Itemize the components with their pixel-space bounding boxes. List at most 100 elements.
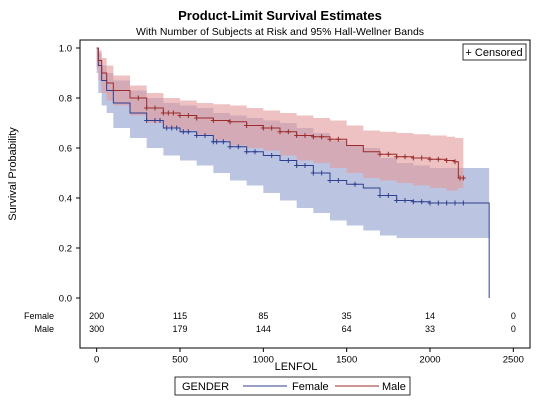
censor-mark-male [210,118,216,123]
x-tick-label: 1500 [336,354,357,365]
censor-mark-female [419,199,425,205]
at-risk-count: 0 [511,324,516,334]
x-tick-label: 1000 [253,354,274,365]
y-tick-label: 0.0 [59,294,72,305]
censor-mark-male [435,156,441,162]
legend-label-female: Female [292,381,329,393]
censor-mark-female [174,125,180,131]
censor-mark-female [220,139,226,145]
at-risk-count: 0 [511,311,516,321]
censor-mark-female [269,153,275,158]
censor-mark-female [185,129,191,135]
censor-mark-male [227,119,233,125]
censor-mark-female [402,198,408,203]
censor-mark-male [377,151,383,157]
at-risk-table: Female 200 115 85 35 14 0 Male 300 179 144 64 33 0 [24,311,516,334]
at-risk-count: 14 [425,311,435,321]
censored-legend-label: + Censored [465,47,522,59]
censor-mark-male [285,129,291,135]
censor-mark-male [277,129,283,135]
censor-mark-male [170,110,176,116]
censor-mark-female [194,133,200,138]
censor-mark-female [214,139,220,145]
at-risk-row-label: Female [24,311,54,321]
y-tick-label: 0.2 [59,244,72,255]
censor-mark-male [152,105,158,111]
y-axis-label: Survival Probability [7,127,19,221]
censor-mark-male [327,136,333,142]
at-risk-count: 64 [342,324,352,334]
at-risk-count: 300 [89,324,104,334]
censor-mark-female [302,163,308,168]
censor-mark-female [460,200,466,206]
legend-box [174,376,411,396]
censor-mark-male [260,125,266,131]
censor-mark-female [244,149,250,155]
y-tick-label: 1.0 [59,44,72,55]
censor-mark-female [310,170,316,176]
censor-mark-male [427,156,433,162]
y-tick-label: 0.6 [59,144,72,155]
chart-title: Product-Limit Survival Estimates [178,8,382,23]
at-risk-count: 144 [256,324,271,334]
censor-mark-male [402,154,408,160]
band-male [96,48,464,191]
censor-mark-female [319,170,325,176]
censor-mark-female [294,163,300,168]
legend: GENDER Female Male [174,376,411,396]
censor-mark-male [419,155,425,161]
x-axis-label: LENFOL [275,361,318,373]
at-risk-count: 179 [172,324,187,334]
censor-mark-female [385,193,391,198]
censor-mark-male [452,159,458,165]
censor-mark-male [385,151,391,157]
x-axis: 0 500 1000 1500 2000 2500 [80,347,530,365]
confidence-bands [96,48,490,238]
censor-mark-female [427,200,433,206]
censor-mark-male [135,95,141,101]
at-risk-row-label: Male [34,324,54,334]
censor-mark-female [435,200,441,206]
censor-mark-female [235,144,241,150]
censor-mark-male [160,110,166,116]
censor-mark-female [327,178,333,183]
censor-mark-female [152,118,158,123]
censor-mark-female [452,200,458,206]
censor-mark-female [410,199,416,205]
x-tick-label: 0 [94,354,99,365]
censor-mark-female [180,129,186,135]
at-risk-count: 85 [258,311,268,321]
censor-mark-male [269,125,275,131]
censored-legend: + Censored [462,43,527,61]
censor-mark-male [294,133,300,138]
x-tick-label: 2000 [419,354,440,365]
y-tick-label: 0.4 [59,194,72,205]
censor-mark-male [194,115,200,121]
censor-mark-female [335,178,341,183]
censor-mark-female [202,133,208,138]
censor-mark-female [144,118,150,123]
censor-mark-male [460,175,466,181]
censor-mark-male [310,134,316,140]
legend-title: GENDER [182,381,229,393]
censor-mark-female [377,193,383,198]
at-risk-count: 115 [173,311,187,321]
censor-mark-male [144,105,150,111]
censor-mark-male [177,113,183,118]
censor-mark-female [157,118,163,123]
at-risk-count: 35 [342,311,352,321]
at-risk-count: 33 [425,324,435,334]
x-tick-label: 2500 [503,354,524,365]
x-tick-label: 500 [172,354,188,365]
censor-mark-male [410,155,416,161]
chart-subtitle: With Number of Subjects at Risk and 95% … [136,26,424,38]
censor-mark-male [444,158,450,163]
y-axis: 0.0 0.2 0.4 0.6 0.8 1.0 [59,40,81,348]
censor-mark-male [244,123,250,128]
censor-mark-male [165,110,171,116]
censor-mark-female [394,198,400,203]
censor-mark-male [185,113,191,118]
censor-mark-male [319,134,325,140]
